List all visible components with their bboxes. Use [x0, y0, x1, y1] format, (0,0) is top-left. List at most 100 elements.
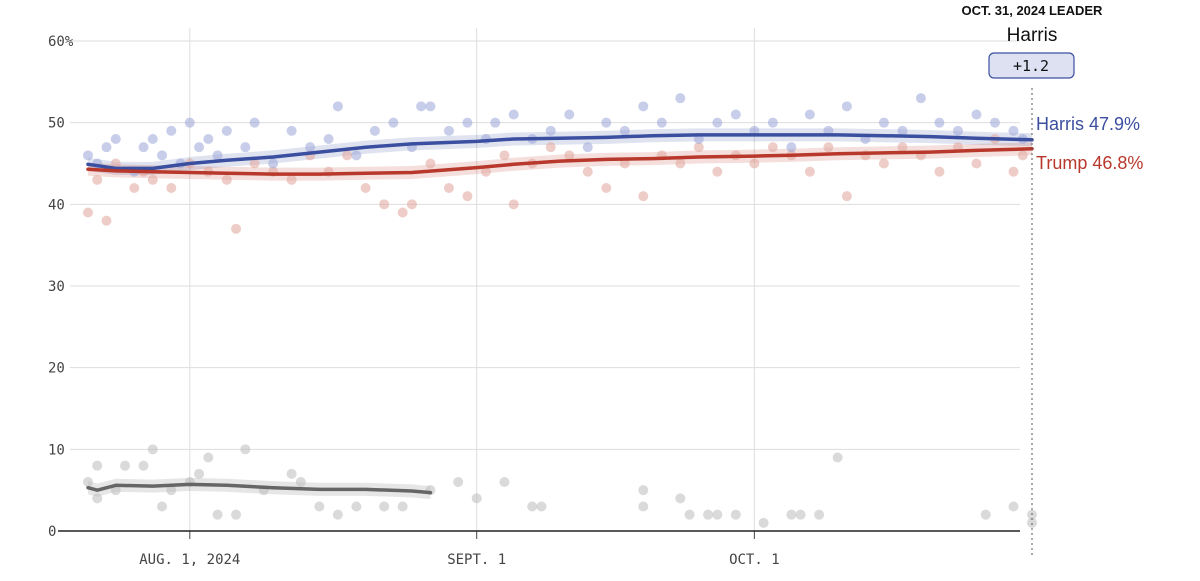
trump-poll-dot [249, 158, 260, 169]
x-tick-label: SEPT. 1 [447, 552, 506, 568]
y-tick-label: 40 [48, 197, 65, 213]
harris-poll-dot [638, 101, 649, 112]
harris-poll-dot [305, 142, 316, 153]
confidence-bands [88, 128, 1032, 500]
harris-poll-dot [110, 134, 121, 144]
trump-poll-dot [1017, 150, 1028, 161]
harris-poll-dot [897, 125, 908, 136]
harris-poll-dot [443, 125, 454, 136]
other-poll-dot [1008, 501, 1019, 512]
trump-poll-dot [582, 166, 593, 177]
trump-poll-dot [564, 150, 575, 161]
trump-poll-dot [166, 183, 177, 193]
other-poll-dot [712, 509, 723, 520]
other-poll-dot [684, 509, 695, 520]
trump-poll-dot [712, 166, 723, 177]
other-poll-dot [471, 493, 482, 504]
other-trend-line [86, 482, 433, 495]
other-poll-dot [675, 493, 686, 504]
other-poll-dot [730, 509, 741, 520]
other-poll-dot [832, 452, 843, 463]
harris-poll-dot [878, 117, 889, 128]
harris-poll-dot [619, 125, 630, 136]
harris-poll-dot [841, 101, 852, 112]
trump-poll-dot [749, 158, 760, 169]
other-poll-dot [83, 477, 93, 487]
trump-poll-dot [601, 183, 612, 193]
other-poll-dot [240, 444, 251, 455]
harris-poll-dot [351, 150, 362, 161]
y-tick-label: 50 [48, 116, 65, 132]
harris-poll-dot [166, 125, 177, 136]
harris-poll-dot [203, 134, 214, 144]
harris-poll-dot [101, 142, 112, 153]
leader-heading: OCT. 31, 2024 LEADER [962, 3, 1103, 18]
harris-poll-dot [240, 142, 251, 153]
axis-labels: 0 10 20 30 40 50 60% AUG. 1, 2024 SEPT. 1 OCT. 1 [48, 34, 1020, 568]
trump-poll-dot [545, 142, 556, 153]
other-poll-dot [453, 477, 464, 487]
other-poll-dot [295, 477, 306, 487]
other-poll-dot [120, 460, 131, 471]
other-poll-dot [92, 460, 103, 471]
y-tick-label: 0 [48, 524, 56, 540]
trump-poll-dot [878, 158, 889, 169]
trump-poll-dot [897, 142, 908, 153]
harris-poll-dot [934, 117, 945, 128]
trump-poll-dot [619, 158, 630, 169]
other-poll-dot [499, 477, 510, 487]
other-poll-dot [332, 509, 343, 520]
harris-poll-dot [462, 117, 473, 128]
trump-poll-dot [379, 199, 390, 210]
other-poll-dot [536, 501, 547, 512]
other-poll-dot [1027, 517, 1037, 528]
harris-poll-dot [582, 142, 593, 153]
trump-poll-dot [1008, 166, 1019, 177]
y-tick-label: 60% [48, 34, 74, 50]
other-poll-dot [286, 468, 297, 479]
harris-poll-dot [508, 109, 519, 120]
trump-poll-dot [675, 158, 686, 169]
harris-poll-dot [388, 117, 399, 128]
trump-poll-dot [934, 166, 945, 177]
harris-poll-dot [545, 125, 556, 136]
harris-poll-dot [221, 125, 232, 136]
leader-name: Harris [1007, 25, 1058, 46]
trump-poll-dot [499, 150, 510, 161]
y-tick-label: 20 [48, 361, 65, 377]
trump-poll-dot [841, 191, 852, 202]
harris-poll-dot [369, 125, 380, 136]
trump-poll-dot [508, 199, 519, 210]
harris-poll-dot [147, 134, 158, 144]
harris-poll-dot [675, 93, 686, 104]
trump-poll-dot [397, 207, 408, 218]
harris-poll-dot [332, 101, 343, 112]
x-tick-label: AUG. 1, 2024 [139, 552, 240, 568]
harris-poll-dot [286, 125, 297, 136]
harris-poll-dot [971, 109, 982, 120]
trump-poll-dot [83, 207, 93, 218]
trump-poll-dot [231, 223, 242, 234]
other-poll-dot [638, 501, 649, 512]
harris-poll-dot [1008, 125, 1019, 136]
other-poll-dot [92, 493, 103, 504]
trump-poll-dot [221, 174, 232, 185]
harris-poll-dot [416, 101, 427, 112]
trump-poll-dot [129, 183, 140, 193]
trump-poll-dot [342, 150, 353, 161]
x-tick-label: OCT. 1 [729, 552, 780, 568]
trump-poll-dot [971, 158, 982, 169]
harris-poll-dot [268, 158, 279, 169]
other-poll-dot [397, 501, 408, 512]
other-poll-dot [527, 501, 538, 512]
harris-poll-dot [730, 109, 741, 120]
harris-poll-dot [83, 150, 93, 161]
other-poll-dot [795, 509, 806, 520]
trump-poll-dot [480, 166, 491, 177]
harris-trend-line [86, 133, 1034, 171]
harris-poll-dot [656, 117, 667, 128]
other-poll-dot [786, 509, 797, 520]
trump-poll-dot [110, 158, 121, 169]
harris-end-label: Harris 47.9% [1036, 114, 1140, 134]
harris-poll-dot [601, 117, 612, 128]
